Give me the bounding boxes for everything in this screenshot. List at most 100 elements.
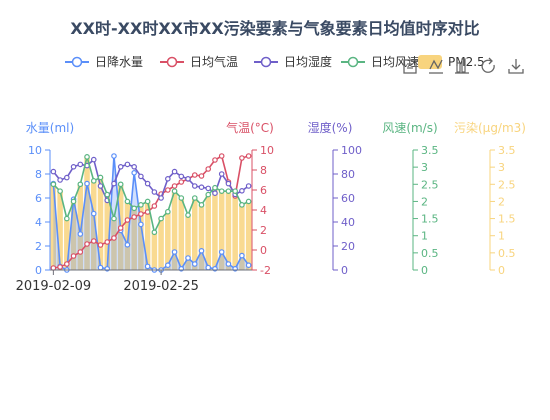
data-point[interactable] [57, 177, 63, 183]
data-point[interactable] [57, 188, 63, 194]
bar-chart-icon[interactable] [455, 58, 469, 74]
data-point[interactable] [198, 184, 205, 191]
data-point[interactable] [225, 261, 232, 267]
legend-item-2[interactable]: 日均湿度 [254, 54, 332, 69]
data-point[interactable] [77, 181, 84, 188]
data-point[interactable] [218, 188, 225, 194]
data-point[interactable] [232, 188, 238, 194]
data-point[interactable] [178, 173, 185, 180]
data-point[interactable] [144, 180, 151, 187]
data-point[interactable] [212, 184, 218, 191]
data-point[interactable] [178, 195, 185, 201]
data-point[interactable] [245, 183, 252, 189]
data-point[interactable] [185, 255, 191, 261]
data-point[interactable] [104, 239, 111, 245]
data-point[interactable] [50, 168, 57, 175]
data-point[interactable] [70, 253, 77, 259]
data-point[interactable] [198, 202, 205, 208]
data-point[interactable] [77, 161, 84, 168]
data-point[interactable] [165, 262, 171, 269]
data-point[interactable] [165, 176, 171, 182]
data-point[interactable] [171, 188, 178, 194]
data-point[interactable] [191, 183, 198, 189]
data-point[interactable] [218, 171, 225, 177]
data-point[interactable] [144, 263, 151, 270]
data-point[interactable] [138, 221, 144, 228]
data-point[interactable] [57, 264, 63, 270]
data-point[interactable] [97, 174, 104, 181]
data-point[interactable] [198, 248, 205, 254]
data-point[interactable] [104, 191, 111, 198]
data-point[interactable] [191, 195, 198, 201]
data-point[interactable] [225, 188, 232, 194]
download-icon[interactable] [508, 59, 524, 74]
data-point[interactable] [90, 210, 97, 217]
data-point[interactable] [198, 173, 205, 179]
data-point[interactable] [117, 225, 124, 231]
data-point[interactable] [111, 180, 117, 187]
data-point[interactable] [97, 264, 104, 271]
data-point[interactable] [158, 215, 164, 222]
line-chart-icon[interactable] [429, 59, 443, 74]
data-point[interactable] [77, 231, 84, 237]
data-point[interactable] [205, 166, 212, 172]
data-point[interactable] [77, 249, 84, 255]
data-point[interactable] [158, 195, 164, 201]
data-point[interactable] [239, 188, 245, 194]
restore-icon[interactable] [481, 57, 495, 73]
data-point[interactable] [131, 214, 137, 220]
data-point[interactable] [239, 155, 245, 161]
data-point[interactable] [191, 172, 198, 178]
legend-item-0[interactable]: 日降水量 [65, 55, 143, 69]
data-point[interactable] [218, 249, 225, 255]
data-point[interactable] [90, 156, 97, 163]
data-point[interactable] [124, 161, 131, 168]
data-point[interactable] [151, 203, 158, 209]
data-point[interactable] [212, 157, 218, 163]
data-point[interactable] [111, 215, 117, 222]
data-point[interactable] [97, 183, 104, 189]
data-point[interactable] [138, 211, 144, 217]
data-point[interactable] [84, 180, 90, 187]
legend-item-3[interactable]: 日均风速 [341, 55, 419, 69]
data-point[interactable] [239, 252, 245, 259]
data-point[interactable] [64, 174, 70, 181]
data-view-icon[interactable] [403, 59, 417, 74]
data-point[interactable] [151, 229, 158, 236]
data-point[interactable] [171, 183, 178, 189]
data-point[interactable] [64, 261, 70, 267]
data-point[interactable] [245, 198, 252, 205]
data-point[interactable] [90, 238, 97, 244]
data-point[interactable] [124, 198, 131, 205]
data-point[interactable] [151, 189, 158, 195]
data-point[interactable] [97, 242, 104, 248]
data-point[interactable] [124, 242, 131, 248]
data-point[interactable] [111, 153, 117, 159]
data-point[interactable] [165, 187, 171, 193]
data-point[interactable] [111, 235, 117, 241]
data-point[interactable] [84, 154, 90, 160]
data-point[interactable] [245, 153, 252, 159]
data-point[interactable] [64, 215, 70, 222]
data-point[interactable] [70, 198, 77, 205]
data-point[interactable] [171, 168, 178, 175]
data-point[interactable] [185, 212, 191, 218]
data-point[interactable] [50, 181, 57, 188]
data-point[interactable] [117, 181, 124, 188]
legend-item-1[interactable]: 日均气温 [160, 54, 238, 69]
legend-item-4[interactable]: PM2.5 [418, 55, 485, 69]
data-point[interactable] [84, 241, 90, 247]
data-point[interactable] [178, 179, 185, 185]
data-point[interactable] [117, 164, 124, 170]
data-point[interactable] [245, 262, 252, 269]
data-point[interactable] [239, 202, 245, 208]
data-point[interactable] [144, 198, 151, 205]
data-point[interactable] [225, 180, 232, 187]
data-point[interactable] [205, 264, 212, 271]
data-point[interactable] [212, 190, 218, 197]
data-point[interactable] [205, 191, 212, 198]
data-point[interactable] [138, 173, 144, 180]
data-point[interactable] [131, 205, 137, 212]
data-point[interactable] [124, 217, 131, 223]
data-point[interactable] [191, 261, 198, 267]
